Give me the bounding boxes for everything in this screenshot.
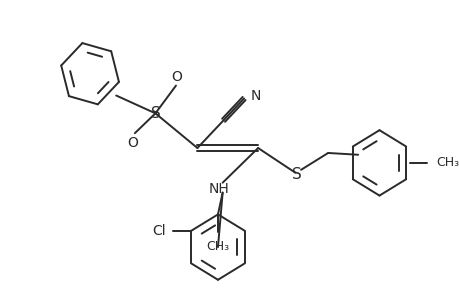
- Text: CH₃: CH₃: [206, 240, 229, 253]
- Text: O: O: [127, 136, 138, 150]
- Text: S: S: [292, 167, 302, 182]
- Text: Cl: Cl: [152, 224, 166, 238]
- Text: CH₃: CH₃: [436, 156, 459, 170]
- Text: O: O: [171, 70, 182, 84]
- Text: NH: NH: [208, 182, 229, 196]
- Text: S: S: [150, 106, 160, 121]
- Text: N: N: [250, 88, 260, 103]
